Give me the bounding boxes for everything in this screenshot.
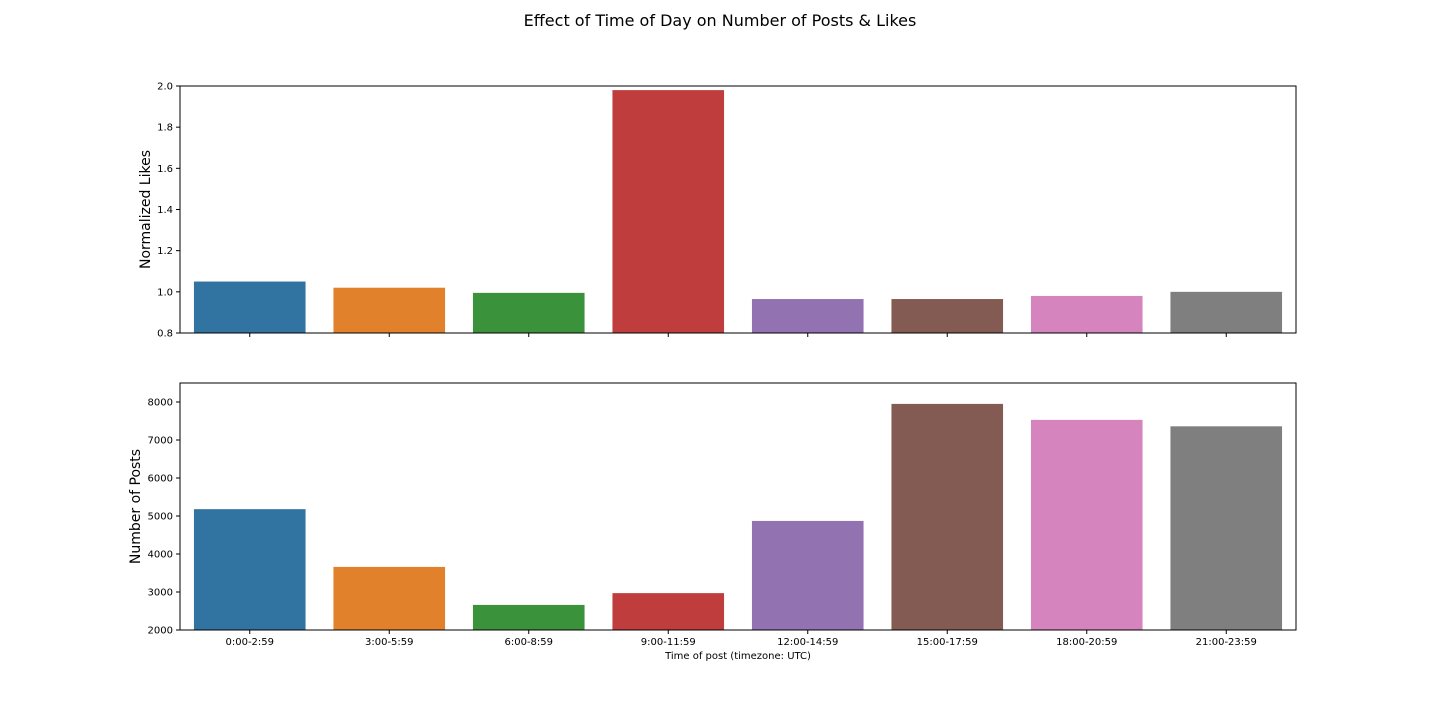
x-tick-label: 12:00-14:59 xyxy=(777,637,838,648)
bar xyxy=(1170,426,1283,630)
bar xyxy=(333,566,446,630)
bar xyxy=(472,604,585,630)
x-tick-label: 3:00-5:59 xyxy=(365,637,414,648)
y-tick-label: 2.0 xyxy=(157,82,173,93)
x-tick-label: 15:00-17:59 xyxy=(917,637,978,648)
axes-frame xyxy=(179,382,1297,631)
y-tick-label: 8000 xyxy=(148,398,173,409)
y-tick-label: 1.8 xyxy=(157,123,173,134)
bar xyxy=(1170,291,1283,333)
y-tick-label: 1.4 xyxy=(157,205,173,216)
chart-title: Effect of Time of Day on Number of Posts… xyxy=(524,11,917,30)
x-tick-label: 6:00-8:59 xyxy=(504,637,553,648)
bar xyxy=(751,299,864,333)
bar xyxy=(472,292,585,333)
bar xyxy=(751,520,864,630)
y-tick-label: 1.2 xyxy=(157,246,173,257)
x-tick-label: 21:00-23:59 xyxy=(1196,637,1257,648)
likes-panel: 0.8 1.0 1.2 1.4 1.6 1.8 2.0 Normalized Likes xyxy=(138,82,1297,340)
y-tick-label: 1.0 xyxy=(157,287,173,298)
bar xyxy=(193,509,306,630)
bar xyxy=(891,403,1004,630)
bar xyxy=(612,90,725,333)
y-tick-label: 6000 xyxy=(148,474,173,485)
bar xyxy=(612,593,725,630)
y-axis-label: Normalized Likes xyxy=(138,150,154,269)
y-tick-label: 0.8 xyxy=(157,329,173,340)
y-tick-label: 5000 xyxy=(148,512,173,523)
x-tick-label: 0:00-2:59 xyxy=(225,637,274,648)
y-tick-label: 1.6 xyxy=(157,164,173,175)
y-axis-label: Number of Posts xyxy=(128,449,144,564)
posts-panel: 2000 3000 4000 5000 6000 7000 8000 0:00-2:59 3:0… xyxy=(128,382,1297,648)
bar xyxy=(1030,419,1143,630)
bar xyxy=(891,299,1004,333)
y-tick-label: 2000 xyxy=(148,626,173,637)
x-tick-label: 18:00-20:59 xyxy=(1056,637,1117,648)
x-tick-label: 9:00-11:59 xyxy=(641,637,696,648)
y-tick-label: 4000 xyxy=(148,550,173,561)
y-tick-label: 3000 xyxy=(148,588,173,599)
bar xyxy=(1030,295,1143,333)
bar xyxy=(333,287,446,333)
y-tick-label: 7000 xyxy=(148,436,173,447)
x-axis-label: Time of post (timezone: UTC) xyxy=(664,651,811,662)
bar xyxy=(193,281,306,333)
